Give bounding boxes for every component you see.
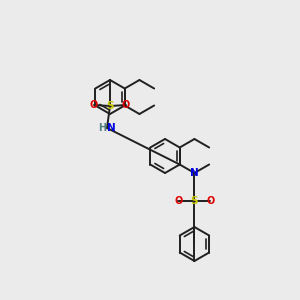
Text: O: O <box>122 100 130 110</box>
Text: O: O <box>90 100 98 110</box>
Text: N: N <box>190 168 199 178</box>
Text: H: H <box>98 123 106 133</box>
Text: O: O <box>174 196 183 206</box>
Text: N: N <box>106 123 116 133</box>
Text: S: S <box>106 101 114 111</box>
Text: O: O <box>206 196 214 206</box>
Text: S: S <box>191 196 198 206</box>
